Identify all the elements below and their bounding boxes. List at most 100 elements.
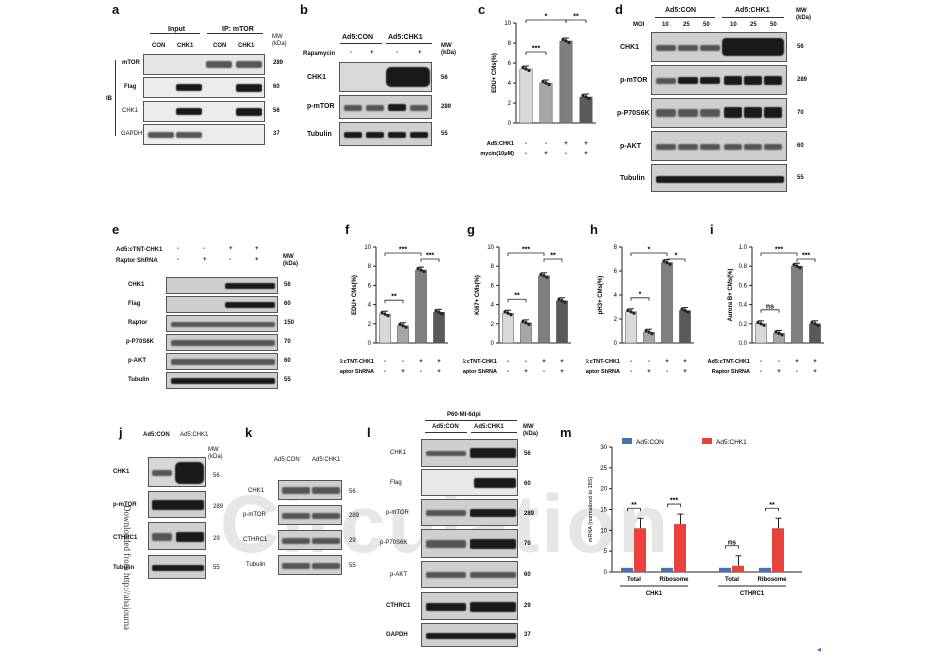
data-point	[584, 95, 588, 99]
e-sign: -	[177, 257, 179, 263]
panel-m-bar-chart: 0 5 10 15 20 25 30 mRNA (normalized to 18S) Ad5:…	[588, 438, 802, 597]
data-point	[774, 330, 778, 334]
data-point	[762, 323, 766, 327]
y-tick-label: 0.6	[739, 283, 748, 289]
b-row-mw-2: 289	[441, 104, 452, 110]
l-row-mw-7: 37	[524, 632, 531, 638]
b-group-1: Ad5:CON	[342, 34, 374, 41]
condition-sign: +	[419, 359, 423, 365]
data-point	[662, 259, 666, 263]
b-blot-row-2	[339, 95, 432, 119]
a-mw-title: MW (kDa)	[272, 34, 287, 47]
significance-bracket	[525, 51, 547, 55]
d-moi-6: 50	[770, 22, 777, 28]
significance-label: ns	[728, 539, 736, 546]
y-tick-label: 8	[368, 264, 372, 270]
e-row-name-6: Tubulin	[128, 377, 150, 383]
significance-bracket	[796, 258, 816, 262]
bar	[621, 567, 633, 572]
bar	[519, 68, 533, 124]
l-blot-row-6	[421, 592, 518, 620]
x-tick-label: Ribosome	[757, 577, 787, 583]
y-axis-label: EDU+ CMs(%)	[492, 53, 498, 93]
condition-sign: -	[384, 359, 386, 365]
data-point	[644, 329, 648, 333]
significance-bracket	[565, 19, 587, 23]
condition-sign: -	[525, 141, 527, 147]
y-tick-label: 0.8	[739, 264, 748, 270]
condition-sign: +	[683, 369, 687, 375]
condition-sign: -	[525, 359, 527, 365]
significance-bracket	[384, 299, 404, 304]
l-group-1: Ad5:CON	[432, 424, 459, 430]
bar	[579, 96, 593, 124]
y-tick-label: 10	[504, 21, 511, 27]
b-sign-1: -	[350, 50, 352, 56]
condition-sign: -	[796, 369, 798, 375]
a-row-name-1: mTOR	[122, 60, 140, 66]
y-tick-label: 0	[508, 121, 512, 127]
condition-sign: -	[525, 151, 527, 157]
bar	[755, 323, 767, 344]
y-tick-label: 25	[600, 466, 607, 472]
y-tick-label: 6	[491, 283, 495, 289]
condition-sign: -	[402, 359, 404, 365]
data-point	[521, 65, 525, 70]
d-blot-row-4	[651, 131, 787, 161]
group-label: CTHRC1	[740, 591, 765, 597]
y-tick-label: 0.4	[739, 303, 748, 309]
data-point	[440, 312, 444, 316]
data-point	[668, 262, 672, 266]
d-group-2: Ad5:CHK1	[735, 7, 770, 14]
l-row-name-2: Flag	[390, 480, 402, 486]
data-point	[527, 322, 531, 326]
k-row-name-1: CHK1	[248, 488, 265, 494]
data-point	[547, 82, 551, 87]
b-row-name-1: CHK1	[307, 74, 327, 81]
significance-bracket	[630, 297, 650, 301]
e-row-name-1: CHK1	[128, 282, 145, 288]
condition-label: Raptor ShRNA	[712, 369, 750, 375]
bar	[809, 323, 821, 344]
condition-sign: -	[648, 359, 650, 365]
panel-label-e: e	[112, 222, 120, 237]
significance-label: ns	[766, 303, 774, 310]
significance-label: **	[514, 293, 520, 300]
condition-sign: -	[630, 369, 632, 375]
j-row-name-1: CHK1	[113, 469, 130, 475]
condition-sign: +	[584, 151, 588, 157]
d-moi-5: 25	[750, 22, 757, 28]
bar	[625, 311, 637, 344]
x-tick-label: Total	[627, 577, 641, 583]
a-row-name-4: GAPDH	[121, 131, 143, 137]
significance-label: ***	[802, 253, 810, 260]
data-point	[386, 314, 390, 318]
condition-sign: +	[795, 359, 799, 365]
condition-sign: +	[401, 369, 405, 375]
y-tick-label: 2	[614, 317, 618, 323]
condition-label: Ad5:cTNT-CHK1	[463, 359, 497, 365]
significance-bracket	[507, 252, 545, 256]
b-sign-2: +	[370, 50, 374, 56]
side-url-text: Downloaded from http://ahajourna	[122, 505, 132, 630]
bar	[502, 312, 514, 344]
condition-label: Ad5:cTNT-CHK1	[340, 359, 374, 365]
data-point	[437, 310, 441, 314]
d-row-name-4: p-AKT	[620, 143, 641, 150]
condition-label: Ad5:cTNT-CHK1	[708, 359, 750, 365]
condition-sign: -	[778, 359, 780, 365]
significance-label: *	[675, 253, 678, 260]
l-blot-row-1	[421, 439, 518, 467]
legend-swatch	[702, 438, 712, 444]
condition-label: Raptor ShRNA	[463, 369, 497, 375]
significance-label: **	[550, 253, 556, 260]
a-col-3: CON	[213, 43, 227, 49]
y-tick-label: 8	[491, 264, 495, 270]
a-blot-row-4	[143, 124, 265, 145]
a-row-name-2: Flag	[124, 84, 137, 90]
d-mw-title: MW (kDa)	[796, 8, 812, 21]
k-blot-row-2	[278, 505, 342, 525]
